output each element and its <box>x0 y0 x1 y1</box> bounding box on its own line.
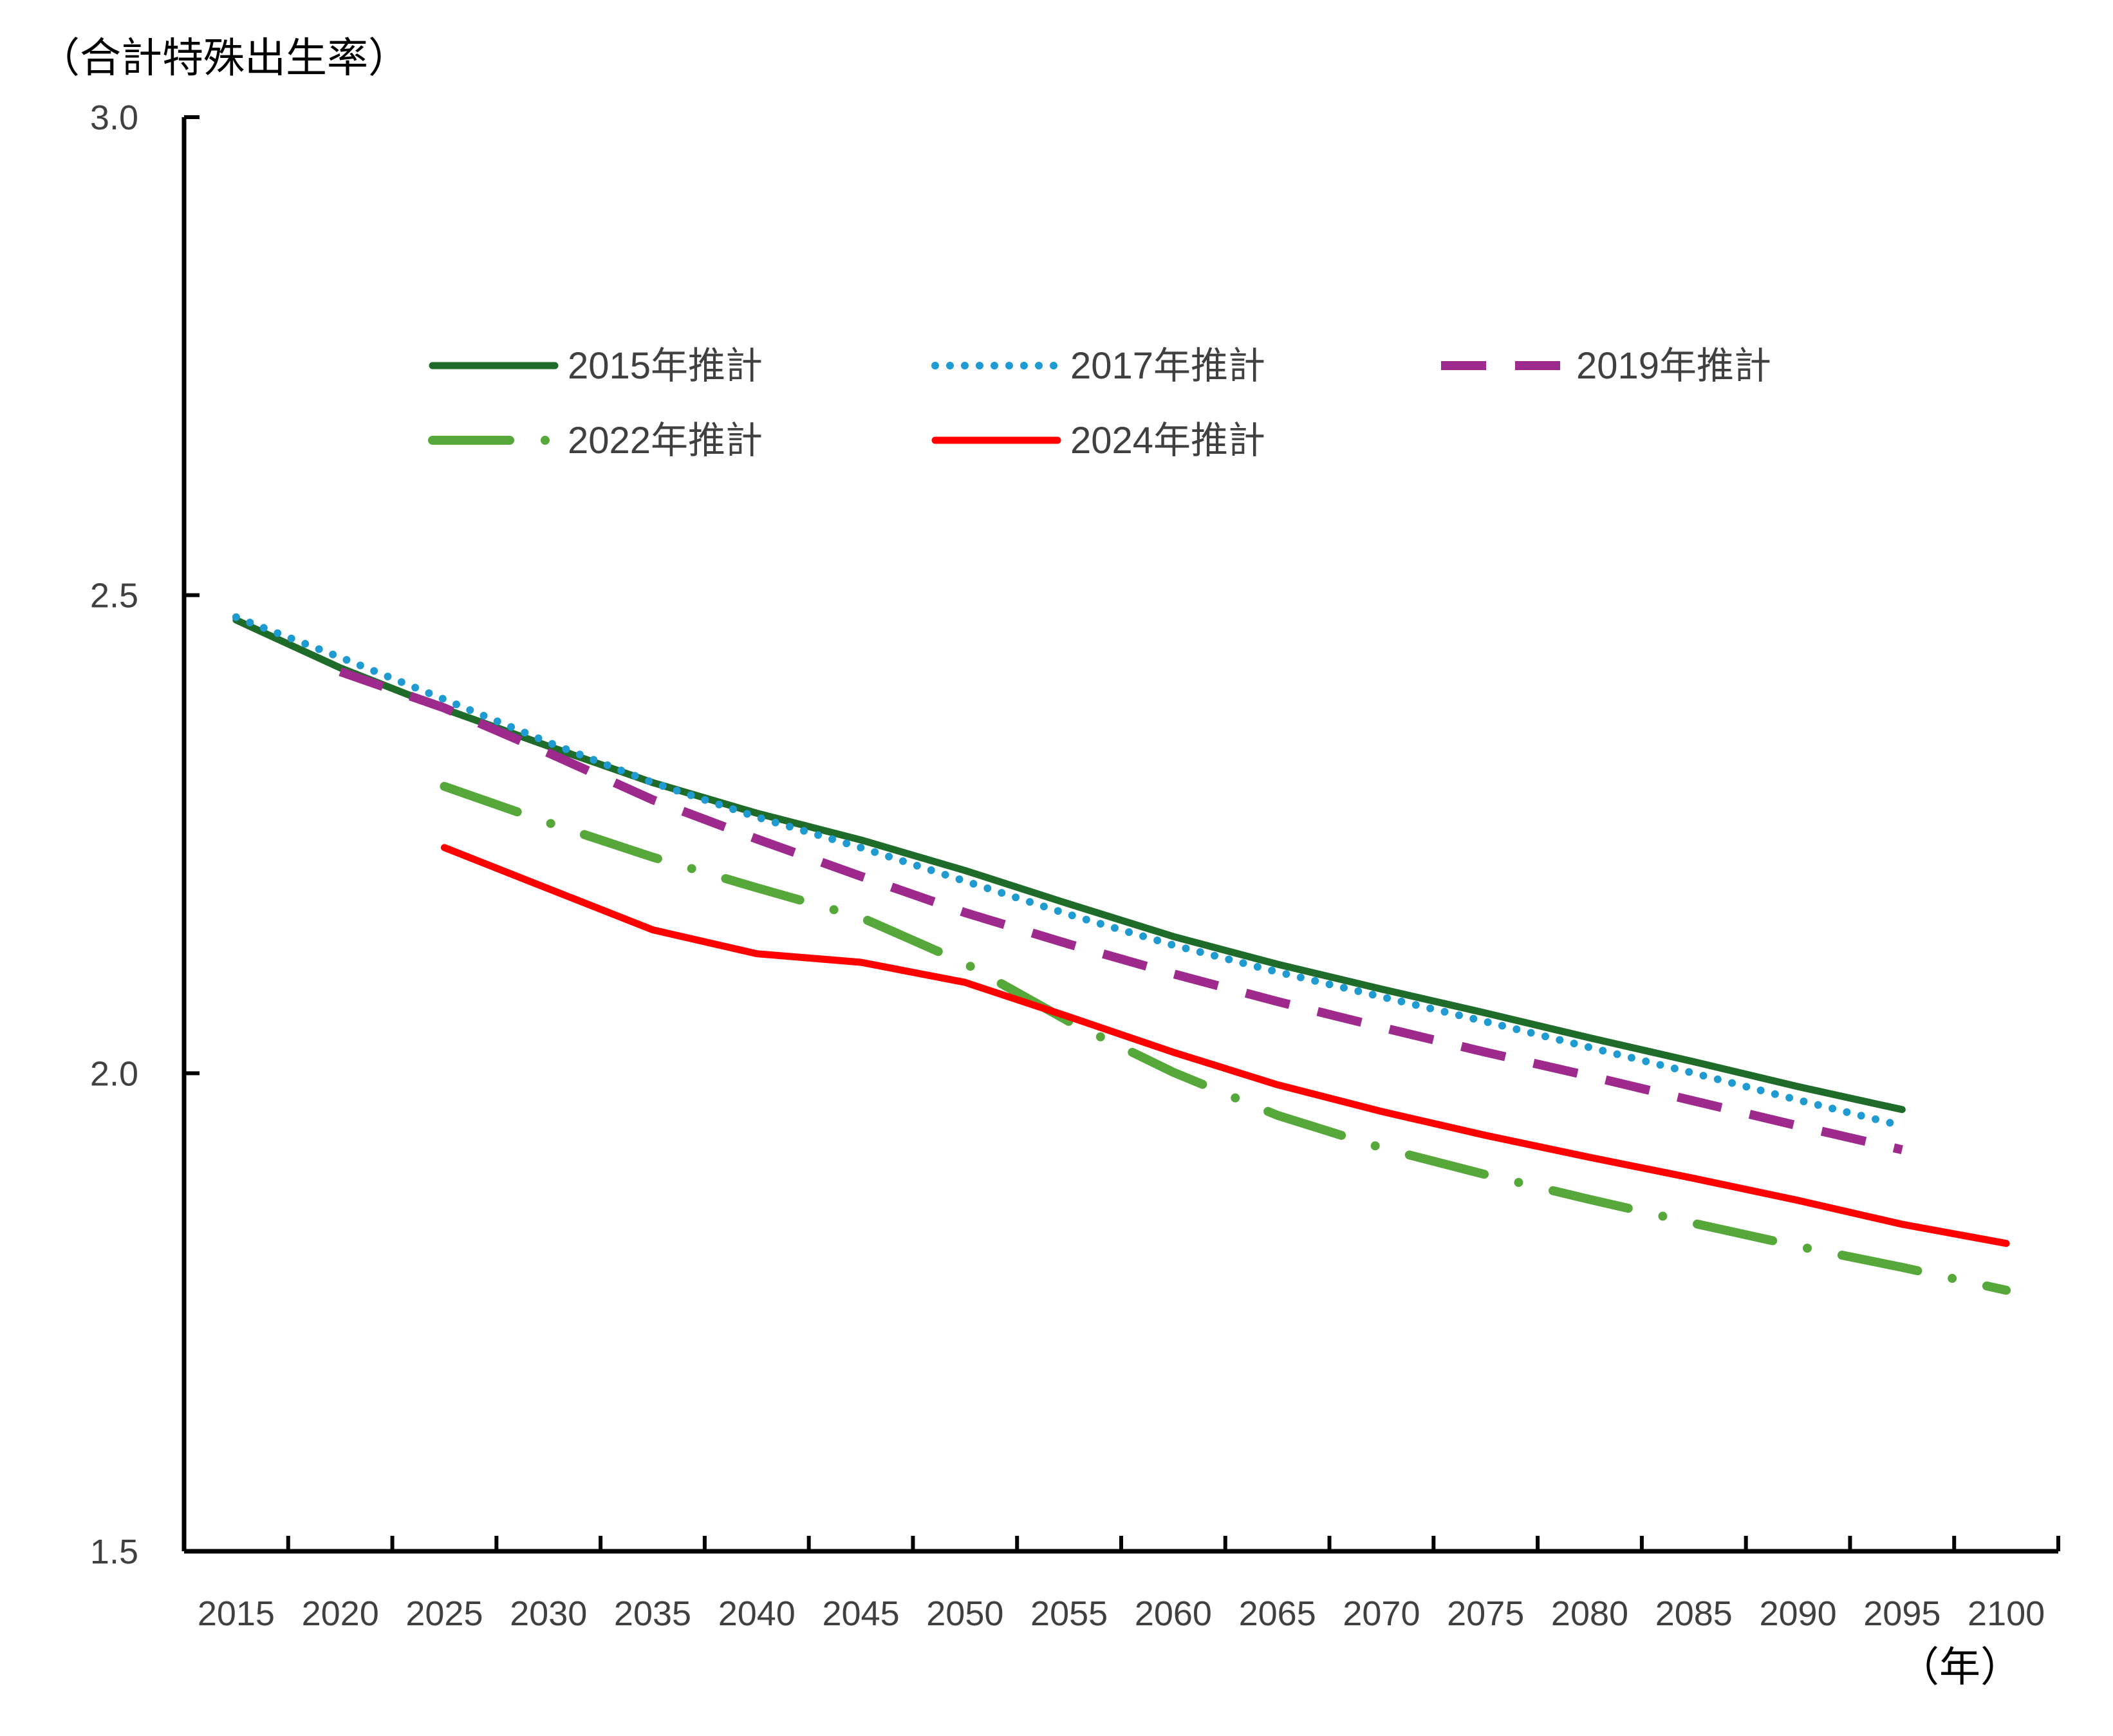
x-tick-label: 2075 <box>1447 1594 1524 1633</box>
x-tick-label: 2035 <box>614 1594 691 1633</box>
y-axis-title: （合計特殊出生率） <box>39 35 409 81</box>
x-tick-label: 2080 <box>1551 1594 1628 1633</box>
series-line-1 <box>232 613 1906 1130</box>
x-tick-label: 2015 <box>198 1594 275 1633</box>
x-tick-label: 2020 <box>302 1594 379 1633</box>
x-tick-label: 2095 <box>1863 1594 1941 1633</box>
series-lines <box>232 613 2011 1295</box>
legend-label-1: 2017年推計 <box>1070 345 1265 387</box>
x-tick-label: 2055 <box>1030 1594 1108 1633</box>
x-tick-label: 2090 <box>1759 1594 1836 1633</box>
x-tick-label: 2070 <box>1343 1594 1420 1633</box>
x-tick-label: 2100 <box>1968 1594 2045 1633</box>
series-line-3 <box>440 781 2011 1295</box>
legend-label-0: 2015年推計 <box>568 345 763 387</box>
x-tick-label: 2050 <box>926 1594 1003 1633</box>
y-tick-label: 2.0 <box>90 1054 138 1093</box>
x-tick-label: 2040 <box>718 1594 796 1633</box>
legend-label-3: 2022年推計 <box>568 420 763 462</box>
legend: 2015年推計 2017年推計 2019年推計 2022年推計 2024年推計 <box>428 345 1771 462</box>
y-tick-label: 1.5 <box>90 1533 138 1571</box>
x-tick-label: 2045 <box>822 1594 899 1633</box>
series-line-4 <box>440 844 2010 1247</box>
series-line-2 <box>339 667 1903 1155</box>
x-axis-title: （年） <box>1898 1644 2022 1690</box>
y-tick-label: 2.5 <box>90 577 138 615</box>
x-tick-label: 2060 <box>1135 1594 1212 1633</box>
x-tick-label: 2085 <box>1655 1594 1733 1633</box>
legend-label-4: 2024年推計 <box>1070 420 1265 462</box>
y-tick-label: 3.0 <box>90 98 138 137</box>
legend-label-2: 2019年推計 <box>1576 345 1771 387</box>
axes: 2015 2020 2025 2030 2035 2040 2045 2050 2055 2060… <box>90 98 2060 1633</box>
x-tick-label: 2025 <box>405 1594 483 1633</box>
x-tick-label: 2065 <box>1239 1594 1316 1633</box>
x-tick-label: 2030 <box>510 1594 587 1633</box>
